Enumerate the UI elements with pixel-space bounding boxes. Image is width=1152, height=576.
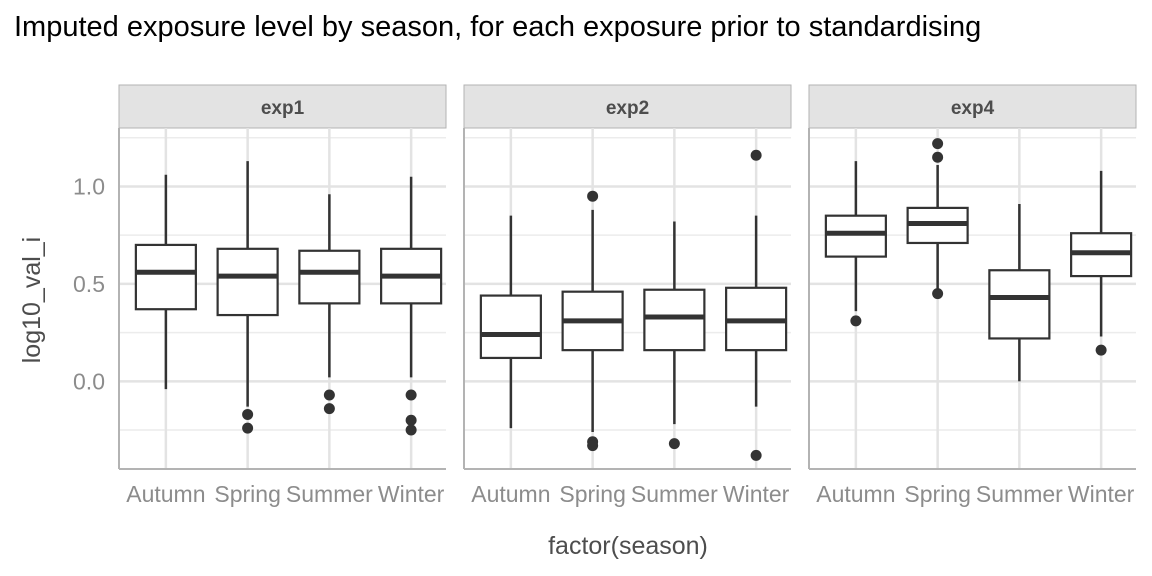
x-tick-label: Autumn (471, 481, 550, 507)
x-tick-label: Spring (904, 481, 970, 507)
outlier-point (750, 449, 762, 461)
x-tick-label: Winter (1068, 481, 1135, 507)
box-iqr (479, 294, 542, 360)
outlier-point (750, 149, 762, 161)
x-tick-label: Spring (214, 481, 280, 507)
y-tick-label: 0.0 (73, 368, 105, 394)
panel-exp4: exp4 Autumn Spring Summer Winter (808, 84, 1137, 507)
x-tick-label: Winter (723, 481, 790, 507)
box-winter (1070, 170, 1133, 356)
facet-label: exp1 (261, 98, 305, 119)
x-tick-label: Autumn (816, 481, 895, 507)
box-iqr (134, 243, 197, 311)
outlier-point (668, 438, 680, 450)
y-axis-title: log10_val_i (18, 237, 46, 364)
outlier-point (587, 190, 599, 202)
box-winter (380, 176, 443, 436)
box-spring (906, 138, 969, 300)
x-tick-label: Spring (559, 481, 625, 507)
box-autumn (479, 215, 542, 429)
box-iqr (643, 288, 706, 352)
outlier-point (587, 440, 599, 452)
outlier-point (405, 414, 417, 426)
facet-strip (808, 84, 1137, 129)
box-spring (216, 161, 279, 434)
panel-exp2: exp2 Autumn Spring Summer Winter (463, 84, 792, 507)
facet-strip (463, 84, 792, 129)
panel-exp1: exp1 Autumn Spring Summer Winter (118, 84, 447, 507)
facet-strip (118, 84, 447, 129)
facet-label: exp2 (606, 98, 649, 119)
outlier-point (932, 138, 944, 150)
x-tick-label: Summer (976, 481, 1063, 507)
outlier-point (405, 424, 417, 436)
outlier-point (242, 422, 254, 434)
box-winter (725, 149, 788, 461)
box-summer (643, 221, 706, 450)
box-summer (298, 194, 361, 415)
outlier-point (932, 151, 944, 163)
x-tick-label: Summer (631, 481, 718, 507)
y-tick-label: 1.0 (73, 173, 105, 199)
outlier-point (242, 408, 254, 420)
box-summer (988, 203, 1051, 382)
box-spring (561, 190, 624, 452)
outlier-point (850, 315, 862, 327)
outlier-point (1095, 344, 1107, 356)
x-tick-label: Winter (378, 481, 445, 507)
y-tick-label: 0.5 (73, 271, 105, 297)
box-iqr (988, 269, 1051, 340)
x-tick-label: Summer (286, 481, 373, 507)
outlier-point (323, 389, 335, 401)
box-iqr (298, 249, 361, 305)
outlier-point (323, 403, 335, 415)
x-axis-title: factor(season) (548, 532, 708, 560)
box-iqr (216, 247, 279, 317)
chart-title: Imputed exposure level by season, for ea… (14, 11, 981, 43)
outlier-point (932, 288, 944, 300)
facet-label: exp4 (951, 98, 995, 119)
outlier-point (405, 389, 417, 401)
x-tick-label: Autumn (126, 481, 205, 507)
box-iqr (824, 214, 887, 258)
box-autumn (134, 174, 197, 390)
box-autumn (824, 161, 887, 327)
